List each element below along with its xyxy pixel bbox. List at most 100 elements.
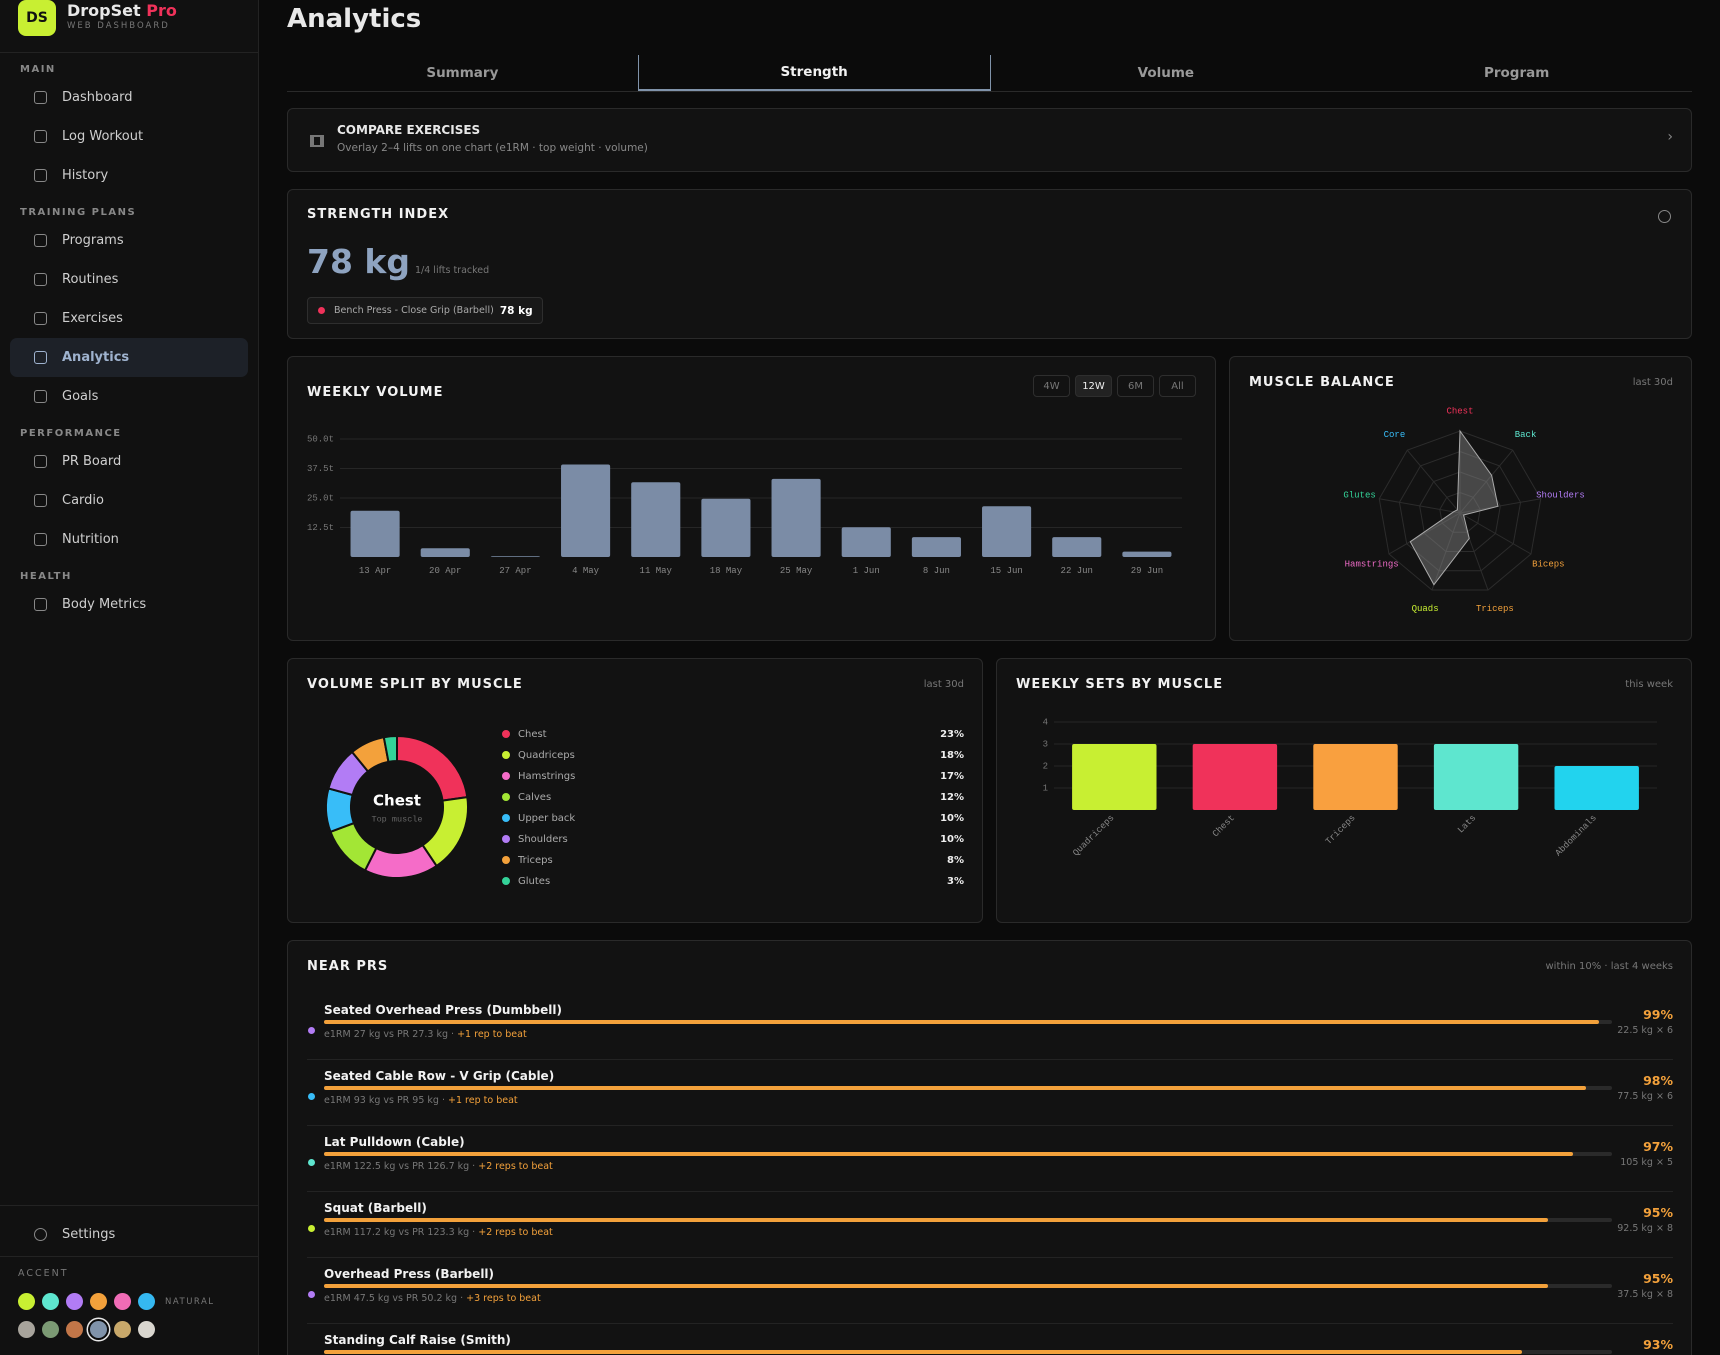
nav-item[interactable]: Cardio [10, 481, 248, 520]
pr-beat: +1 rep to beat [457, 1029, 527, 1040]
pr-detail-text: e1RM 122.5 kg vs PR 126.7 kg · [324, 1161, 476, 1172]
nav-label: Cardio [62, 493, 104, 508]
accent-swatch[interactable] [42, 1293, 59, 1310]
section-title: TRAINING PLANS [20, 207, 137, 218]
card-title: WEEKLY VOLUME [307, 385, 444, 400]
accent-swatch[interactable] [90, 1321, 107, 1338]
pr-track [324, 1152, 1612, 1156]
nav-label: Settings [62, 1227, 116, 1242]
bar [420, 548, 470, 557]
x-tick-label: 8 Jun [923, 566, 950, 576]
near-prs-card: NEAR PRS within 10% · last 4 weeks Seate… [287, 940, 1692, 1355]
settings-item[interactable]: Settings [10, 1215, 248, 1254]
nav-label: Body Metrics [62, 597, 147, 612]
accent-swatch[interactable] [138, 1293, 155, 1310]
x-tick-label: 25 May [780, 566, 813, 576]
bar [490, 556, 540, 557]
nav-item[interactable]: PR Board [10, 442, 248, 481]
nav-icon [34, 91, 47, 104]
pr-dot [308, 1159, 315, 1166]
pr-beat: +2 reps to beat [478, 1227, 553, 1238]
accent-swatch[interactable] [42, 1321, 59, 1338]
pr-percent: 95% [1643, 1271, 1673, 1286]
logo[interactable]: DS [18, 0, 56, 36]
nav-item[interactable]: Log Workout [10, 117, 248, 156]
range-button[interactable]: 4W [1033, 375, 1070, 397]
legend-label: Shoulders [518, 834, 568, 845]
compare-title: COMPARE EXERCISES [337, 123, 481, 137]
accent-swatch[interactable] [66, 1293, 83, 1310]
pr-detail-text: e1RM 93 kg vs PR 95 kg · [324, 1095, 445, 1106]
accent-swatch[interactable] [114, 1321, 131, 1338]
page-title: Analytics [287, 4, 422, 34]
nav-icon [34, 494, 47, 507]
range-button[interactable]: 6M [1117, 375, 1154, 397]
accent-swatch[interactable] [138, 1321, 155, 1338]
legend-dot [502, 751, 510, 759]
accent-swatch[interactable] [114, 1293, 131, 1310]
card-note: within 10% · last 4 weeks [1545, 961, 1673, 972]
radar-label: Back [1515, 430, 1537, 440]
weekly-sets-card: WEEKLY SETS BY MUSCLE this week 1 2 3 4 Quad… [996, 658, 1692, 923]
nav-item[interactable]: Analytics [10, 338, 248, 377]
nav-icon [34, 1228, 47, 1241]
radar-label: Chest [1446, 406, 1473, 416]
pr-track [324, 1020, 1612, 1024]
pr-dot [308, 1291, 315, 1298]
x-tick-label: 29 Jun [1131, 566, 1163, 576]
pr-best: 22.5 kg × 6 [1617, 1025, 1673, 1036]
bar [841, 527, 891, 557]
tab[interactable]: Program [1483, 65, 1550, 81]
pr-detail: e1RM 122.5 kg vs PR 126.7 kg · +2 reps t… [324, 1161, 553, 1172]
nav-item[interactable]: Body Metrics [10, 585, 248, 624]
radar-grid [1439, 491, 1481, 533]
legend-label: Triceps [517, 855, 553, 866]
nav-item[interactable]: Nutrition [10, 520, 248, 559]
radar-spoke [1459, 512, 1489, 591]
radar-label: Triceps [1476, 604, 1514, 614]
pr-bar [324, 1284, 1548, 1288]
bar [1122, 551, 1172, 557]
info-icon[interactable] [1658, 210, 1671, 223]
nav-item[interactable]: Routines [10, 260, 248, 299]
weekly-volume-chart: 12.5t 25.0t 37.5t 50.0t 13 Apr 20 Apr 27 Apr 4 … [307, 434, 1182, 576]
range-button[interactable]: 12W [1075, 375, 1112, 397]
pr-beat: +3 reps to beat [466, 1293, 541, 1304]
nav-item[interactable]: History [10, 156, 248, 195]
pr-detail-text: e1RM 27 kg vs PR 27.3 kg · [324, 1029, 455, 1040]
x-tick-label: 22 Jun [1061, 566, 1093, 576]
compare-card[interactable]: COMPARE EXERCISES Overlay 2–4 lifts on o… [287, 108, 1692, 172]
pr-track [324, 1284, 1612, 1288]
x-tick-label: Abdominals [1554, 813, 1599, 858]
nav-item[interactable]: Dashboard [10, 78, 248, 117]
legend-value: 10% [940, 834, 964, 845]
volume-split-card: VOLUME SPLIT BY MUSCLE last 30d Chest 23%… [287, 658, 983, 923]
natural-label: NATURAL [165, 1297, 215, 1307]
nav-item[interactable]: Programs [10, 221, 248, 260]
nav-item[interactable]: Goals [10, 377, 248, 416]
range-button[interactable]: All [1159, 375, 1196, 397]
nav-item[interactable]: Exercises [10, 299, 248, 338]
accent-swatch[interactable] [90, 1293, 107, 1310]
divider [0, 52, 258, 53]
tab[interactable]: Summary [426, 65, 499, 81]
accent-swatch[interactable] [66, 1321, 83, 1338]
tab[interactable]: Strength [637, 55, 991, 91]
accent-swatch[interactable] [18, 1321, 35, 1338]
divider [307, 1125, 1673, 1126]
legend-value: 10% [940, 813, 964, 824]
weekly-volume-card: WEEKLY VOLUME 4W 12W 6M All 12.5t 25.0t 37.5t… [287, 356, 1216, 641]
legend-dot [502, 835, 510, 843]
radar-label: Quads [1412, 604, 1439, 614]
accent-swatch[interactable] [18, 1293, 35, 1310]
nav-icon [34, 312, 47, 325]
bar [1192, 744, 1278, 810]
strength-value: 78 kg [307, 242, 410, 281]
nav-section: HEALTH Body Metrics [0, 569, 258, 624]
range-buttons: 4W 12W 6M All [1028, 375, 1196, 397]
bar [561, 464, 611, 557]
tab[interactable]: Volume [1137, 65, 1195, 81]
nav-label: Routines [62, 272, 119, 287]
radar-spoke [1388, 512, 1461, 555]
nav-label: Programs [62, 233, 124, 248]
